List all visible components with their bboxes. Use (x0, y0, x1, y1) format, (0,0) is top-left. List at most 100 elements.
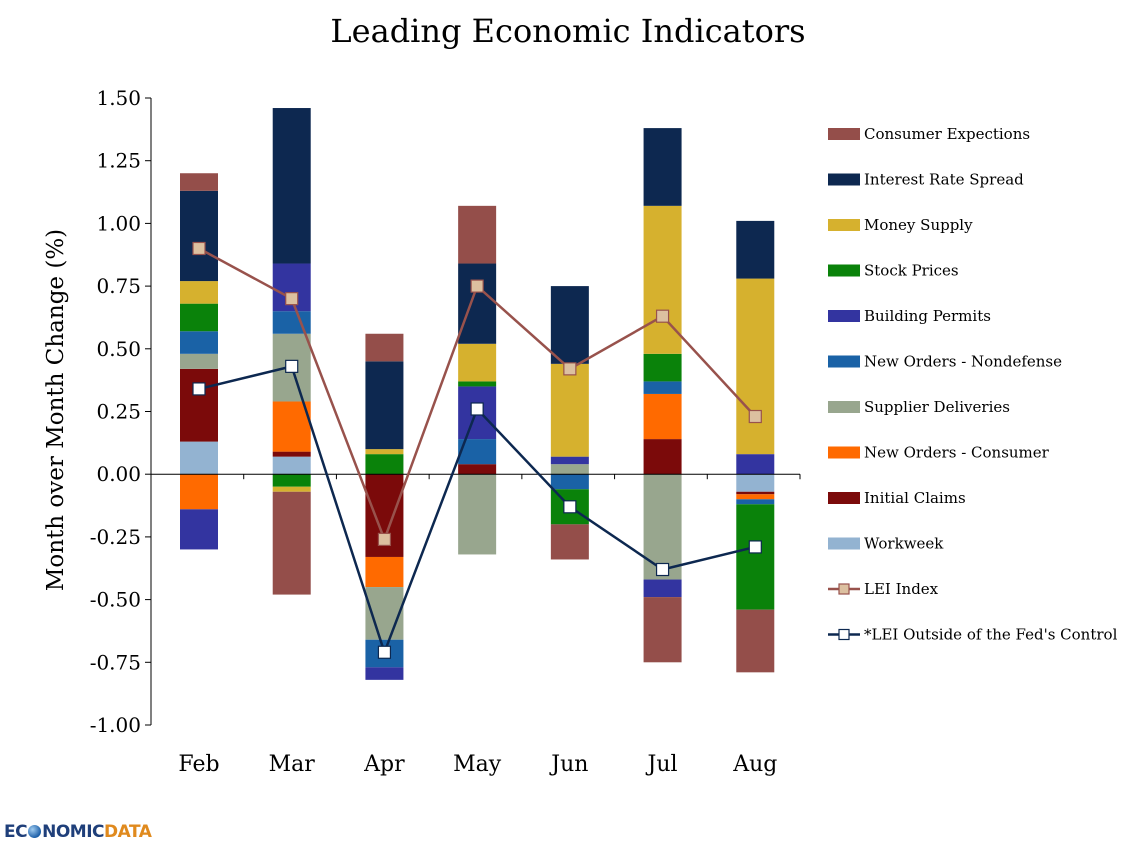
legend-swatch (828, 173, 860, 186)
x-tick-label: Jul (646, 752, 678, 777)
legend-swatch (828, 219, 860, 231)
bar-segment (550, 456, 589, 465)
legend-label: Building Permits (864, 307, 991, 325)
bar-segment (736, 499, 775, 505)
legend-label: Interest Rate Spread (864, 171, 1024, 189)
y-tick-label: -0.25 (90, 525, 141, 549)
bar-segment (550, 464, 589, 475)
y-tick-label: 1.00 (96, 211, 141, 235)
bar-segment (180, 368, 218, 442)
bar-segment (736, 504, 775, 610)
bar-segment (180, 509, 218, 550)
legend-swatch (828, 355, 860, 368)
bar-segment (180, 303, 218, 332)
legend-marker (838, 628, 850, 641)
legend-swatch (828, 492, 860, 504)
bar-segment (458, 205, 497, 264)
bar-segment (365, 556, 404, 588)
y-tick-label: -0.75 (90, 650, 141, 674)
line-marker (748, 540, 762, 554)
legend: Consumer Expections Interest Rate Spread M… (828, 125, 1118, 644)
legend-swatch (828, 310, 860, 322)
logo-text-data: DATA (104, 822, 152, 842)
bar-segment (272, 108, 311, 264)
bar-segment (365, 454, 404, 475)
line-marker (563, 500, 577, 514)
line-marker (470, 402, 484, 416)
line-marker (192, 241, 206, 256)
bar-segment (272, 311, 311, 334)
y-tick-label: 1.25 (96, 149, 141, 173)
x-tick-label: Jun (549, 752, 588, 777)
legend-swatch (828, 264, 860, 277)
legend-label: New Orders - Consumer (864, 444, 1050, 462)
legend-label: Stock Prices (864, 262, 959, 280)
bar-segment (272, 491, 311, 595)
bar-segment (643, 128, 682, 206)
y-tick-label: 0.00 (96, 462, 141, 486)
bar-segment (272, 474, 311, 487)
legend-swatch (828, 128, 860, 140)
bar-segment (736, 491, 775, 495)
bar-segment (643, 393, 682, 440)
bar-segment (458, 474, 497, 555)
legend-label: New Orders - Nondefense (864, 353, 1062, 371)
legend-label: LEI Index (864, 580, 939, 598)
logo-text-nomic: NOMIC (42, 822, 104, 842)
bars-layer (180, 108, 775, 680)
bar-segment (458, 263, 497, 344)
bar-segment (458, 343, 497, 382)
bar-segment (180, 190, 218, 282)
bar-segment (550, 474, 589, 490)
bar-segment (736, 609, 775, 673)
bar-segment (180, 441, 218, 475)
bar-segment (365, 667, 404, 680)
bar-segment (180, 331, 218, 354)
line-marker (470, 279, 484, 293)
economicdata-logo: EC NOMICDATA (4, 822, 152, 842)
y-tick-label: -1.00 (90, 713, 141, 737)
x-tick-label: Mar (269, 752, 316, 777)
y-tick-label: 0.25 (96, 400, 141, 424)
x-tick-label: Aug (732, 752, 777, 777)
bar-segment (643, 597, 682, 663)
bar-segment (272, 486, 311, 492)
bar-segment (736, 494, 775, 500)
line-marker (563, 362, 577, 376)
y-tick-label: 1.50 (96, 86, 141, 110)
bar-segment (365, 361, 404, 450)
legend-marker (838, 583, 850, 595)
bar-segment (736, 278, 775, 455)
bar-segment (643, 439, 682, 475)
line-marker (655, 309, 670, 323)
legend-label: Workweek (864, 535, 944, 553)
bar-segment (458, 381, 497, 387)
globe-icon (28, 825, 42, 838)
bar-segment (180, 173, 218, 191)
legend-label: Consumer Expections (864, 125, 1030, 143)
legend-label: *LEI Outside of the Fed's Control (864, 626, 1118, 644)
line-marker (285, 359, 299, 373)
bar-segment (272, 451, 311, 457)
legend-label: Supplier Deliveries (864, 398, 1010, 416)
bar-segment (272, 401, 311, 452)
bar-segment (643, 353, 682, 382)
bar-segment (736, 220, 775, 279)
line-marker (285, 292, 299, 306)
y-axis-label: Month over Month Change (%) (43, 229, 69, 591)
legend-swatch (828, 401, 860, 413)
legend-label: Money Supply (864, 216, 973, 234)
bar-segment (180, 474, 218, 510)
x-tick-label: Apr (363, 752, 405, 777)
line-marker (655, 562, 670, 577)
x-tick-label: May (453, 752, 502, 777)
bar-segment (272, 456, 311, 475)
bar-segment (736, 454, 775, 475)
line-marker (748, 409, 762, 424)
bar-segment (643, 579, 682, 598)
line-marker (377, 645, 392, 659)
x-tick-label: Feb (178, 752, 219, 777)
legend-label: Initial Claims (864, 489, 966, 507)
chart-title: Leading Economic Indicators (330, 12, 805, 50)
